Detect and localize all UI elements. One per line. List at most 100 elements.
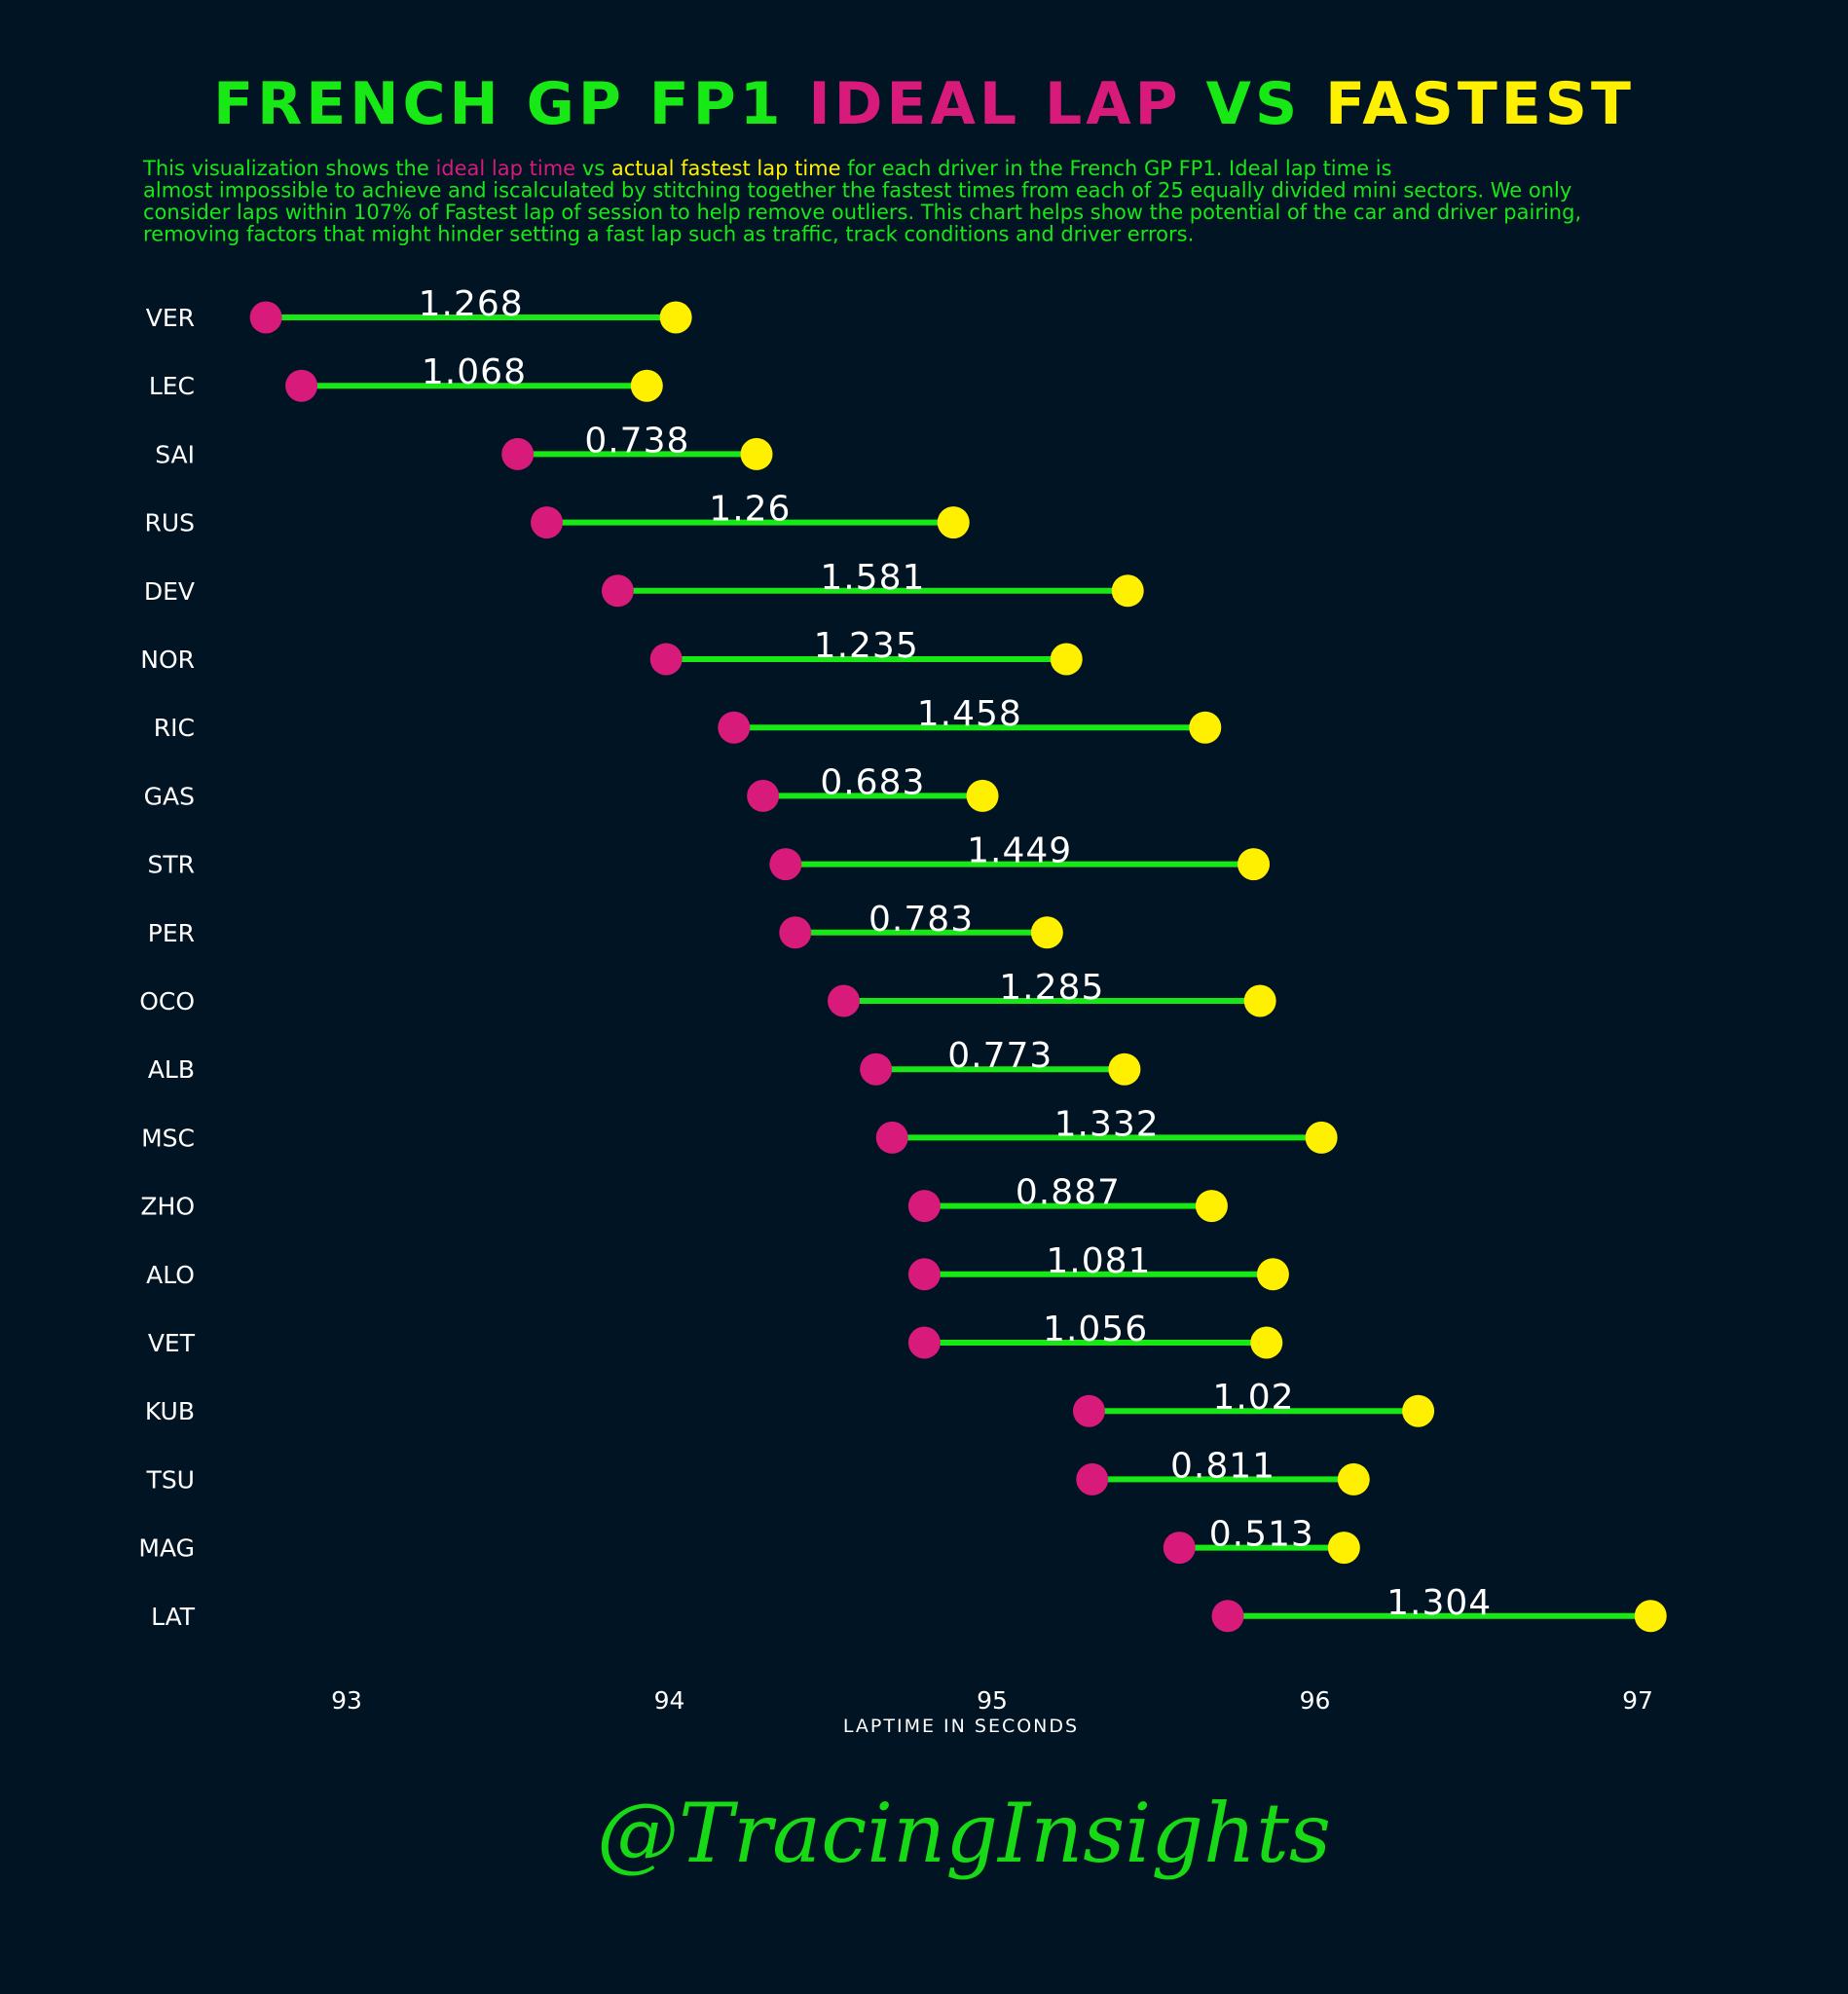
fastest-lap-point [1238,848,1271,881]
driver-label: RUS [144,509,195,537]
gap-value-label: 1.268 [419,284,524,324]
fastest-lap-point [937,506,970,539]
ideal-lap-point [1211,1600,1244,1633]
ideal-lap-point [1163,1532,1196,1565]
gap-value-label: 1.081 [1046,1241,1151,1281]
fastest-lap-point [1337,1462,1370,1496]
gap-value-label: 0.513 [1209,1515,1314,1555]
x-tick-label: 93 [331,1686,362,1715]
driver-label: ALB [148,1055,195,1084]
fastest-lap-point [1050,643,1083,676]
x-axis: 93 94 95 96 97 [331,1686,1653,1715]
driver-label: NOR [140,646,195,674]
x-axis-label: LAPTIME IN SECONDS [843,1716,1079,1737]
driver-row: MAG 0.513 [138,1515,1360,1565]
driver-label: STR [147,851,195,879]
driver-label: MAG [138,1534,195,1563]
driver-row: RIC 1.458 [154,694,1222,744]
ideal-lap-point [249,301,282,334]
driver-row: GAS 0.683 [144,762,999,812]
ideal-lap-point [779,916,812,949]
fastest-lap-point [1634,1600,1667,1633]
ideal-lap-point [1072,1394,1105,1427]
description-line: almost impossible to achieve and iscalcu… [143,179,1571,203]
gap-value-label: 1.449 [967,831,1072,871]
ideal-lap-point [907,1258,941,1291]
fastest-lap-point [1250,1326,1283,1359]
driver-label: LAT [151,1603,196,1631]
ideal-lap-point [601,574,634,608]
ideal-lap-point [747,779,780,812]
driver-row: LEC 1.068 [149,352,663,402]
ideal-lap-point [1076,1462,1109,1496]
fastest-lap-point [966,779,999,812]
description-segment: actual fastest lap time [611,157,841,180]
fastest-lap-point [1305,1121,1338,1154]
fastest-lap-point [1402,1394,1435,1427]
watermark-signature: @TracingInsights [597,1786,1331,1881]
gap-value-label: 1.304 [1386,1583,1492,1623]
driver-row: ZHO 0.887 [140,1173,1228,1223]
description-segment: removing factors that might hinder setti… [143,223,1194,246]
ideal-lap-point [860,1052,893,1086]
dumbbell-rows: VER 1.268 LEC 1.068 SAI 0.738 RUS 1.26 DEV 1.581 N… [138,284,1667,1633]
ideal-lap-point [907,1326,941,1359]
fastest-lap-point [659,301,692,334]
ideal-lap-point [501,437,535,470]
driver-row: PER 0.783 [148,900,1063,949]
driver-row: MSC 1.332 [141,1104,1338,1154]
driver-row: TSU 0.811 [146,1446,1370,1496]
description-line: This visualization shows the ideal lap t… [142,157,1391,180]
title-part-fastest: FASTEST [1325,70,1635,138]
gap-value-label: 0.783 [869,900,974,940]
driver-row: RUS 1.26 [144,490,970,539]
gap-value-label: 1.056 [1043,1310,1148,1349]
driver-label: ALO [146,1261,195,1289]
ideal-lap-point [718,711,751,744]
fastest-lap-point [740,437,773,470]
gap-value-label: 1.235 [814,626,919,666]
gap-value-label: 1.581 [820,558,925,598]
ideal-lap-point [531,506,564,539]
ideal-lap-point [875,1121,908,1154]
driver-label: KUB [145,1397,195,1425]
ideal-lap-point [769,848,802,881]
x-tick-label: 97 [1622,1686,1653,1715]
driver-row: ALB 0.773 [148,1036,1141,1086]
fastest-lap-point [1189,711,1222,744]
driver-row: NOR 1.235 [140,626,1083,676]
fastest-lap-point [1108,1052,1141,1086]
chart-title: FRENCH GP FP1 IDEAL LAP VS FASTEST [213,70,1635,138]
gap-value-label: 0.811 [1170,1446,1275,1486]
fastest-lap-point [1256,1258,1289,1291]
gap-value-label: 0.773 [947,1036,1053,1076]
driver-label: LEC [149,372,195,400]
gap-value-label: 1.02 [1212,1378,1294,1418]
x-tick-label: 95 [977,1686,1008,1715]
description-segment: ideal lap time [435,157,575,180]
ideal-lap-point [828,984,861,1017]
driver-row: ALO 1.081 [146,1241,1289,1291]
x-tick-label: 94 [654,1686,685,1715]
driver-row: DEV 1.581 [144,558,1144,608]
driver-row: LAT 1.304 [151,1583,1667,1633]
driver-label: MSC [141,1124,195,1152]
gap-value-label: 1.26 [709,490,791,530]
chart-description: This visualization shows the ideal lap t… [142,157,1581,246]
ideal-lap-point [285,369,318,402]
fastest-lap-point [1243,984,1276,1017]
driver-row: STR 1.449 [147,831,1271,881]
driver-label: ZHO [140,1193,195,1221]
fastest-lap-point [1030,916,1063,949]
gap-value-label: 1.458 [917,694,1022,734]
driver-row: VER 1.268 [146,284,692,334]
gap-value-label: 1.285 [999,968,1104,1008]
description-segment: consider laps within 107% of Fastest lap… [143,201,1581,224]
title-part-french-gp: FRENCH GP FP1 [213,70,808,138]
gap-value-label: 0.683 [820,762,925,802]
fastest-lap-point [1327,1532,1360,1565]
description-segment: for each driver in the French GP FP1. Id… [841,157,1392,180]
driver-row: OCO 1.285 [139,968,1276,1017]
driver-label: SAI [155,440,195,468]
